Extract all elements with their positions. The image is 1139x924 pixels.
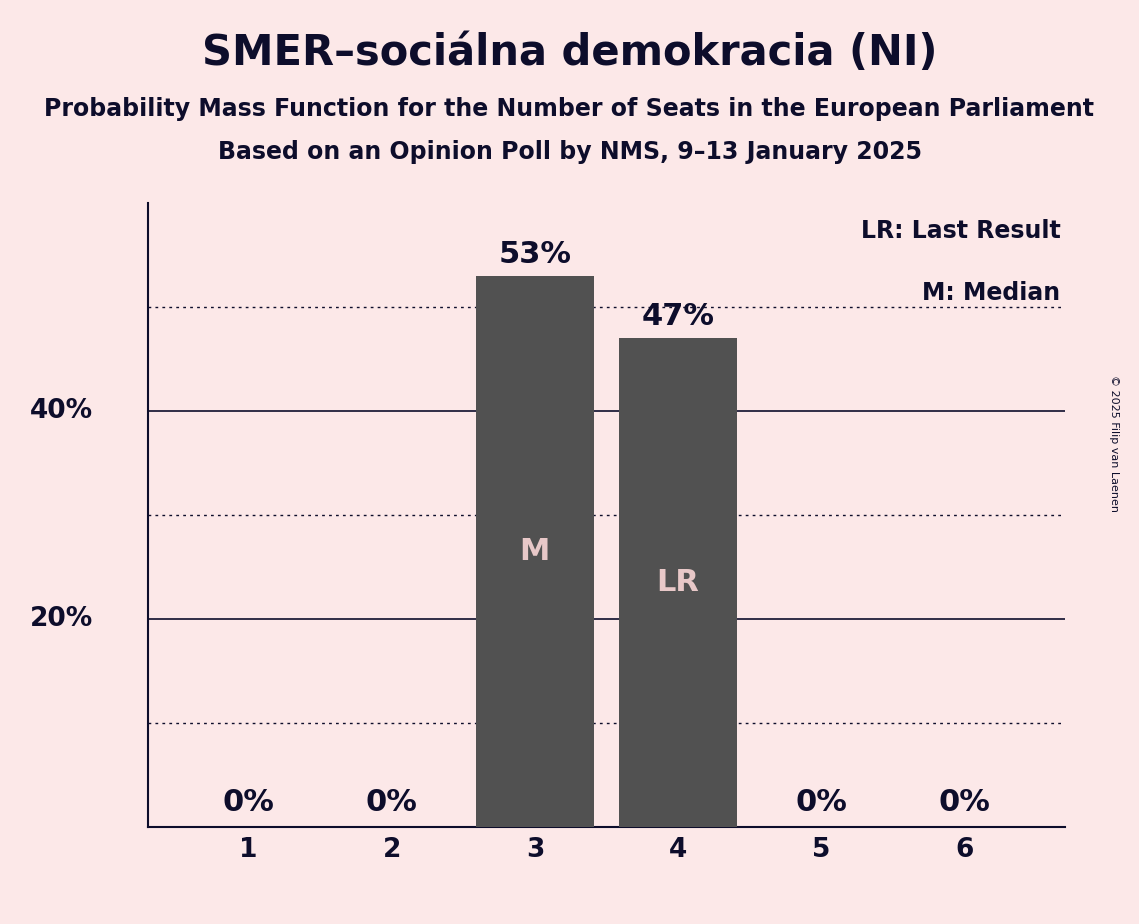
Text: M: Median: M: Median (923, 281, 1060, 305)
Text: 0%: 0% (222, 787, 274, 817)
Text: 0%: 0% (795, 787, 847, 817)
Text: SMER–sociálna demokracia (NI): SMER–sociálna demokracia (NI) (202, 32, 937, 74)
Text: Based on an Opinion Poll by NMS, 9–13 January 2025: Based on an Opinion Poll by NMS, 9–13 Ja… (218, 140, 921, 164)
Text: 47%: 47% (641, 302, 714, 331)
Text: M: M (519, 537, 550, 566)
Text: LR: LR (657, 568, 699, 597)
Text: 20%: 20% (30, 606, 93, 632)
Text: 53%: 53% (499, 239, 572, 269)
Text: 0%: 0% (939, 787, 991, 817)
Text: 40%: 40% (30, 398, 93, 424)
Text: © 2025 Filip van Laenen: © 2025 Filip van Laenen (1109, 375, 1118, 512)
Bar (476, 276, 593, 827)
Text: Probability Mass Function for the Number of Seats in the European Parliament: Probability Mass Function for the Number… (44, 97, 1095, 121)
Text: 0%: 0% (366, 787, 418, 817)
Bar (620, 338, 737, 827)
Text: LR: Last Result: LR: Last Result (861, 219, 1060, 243)
